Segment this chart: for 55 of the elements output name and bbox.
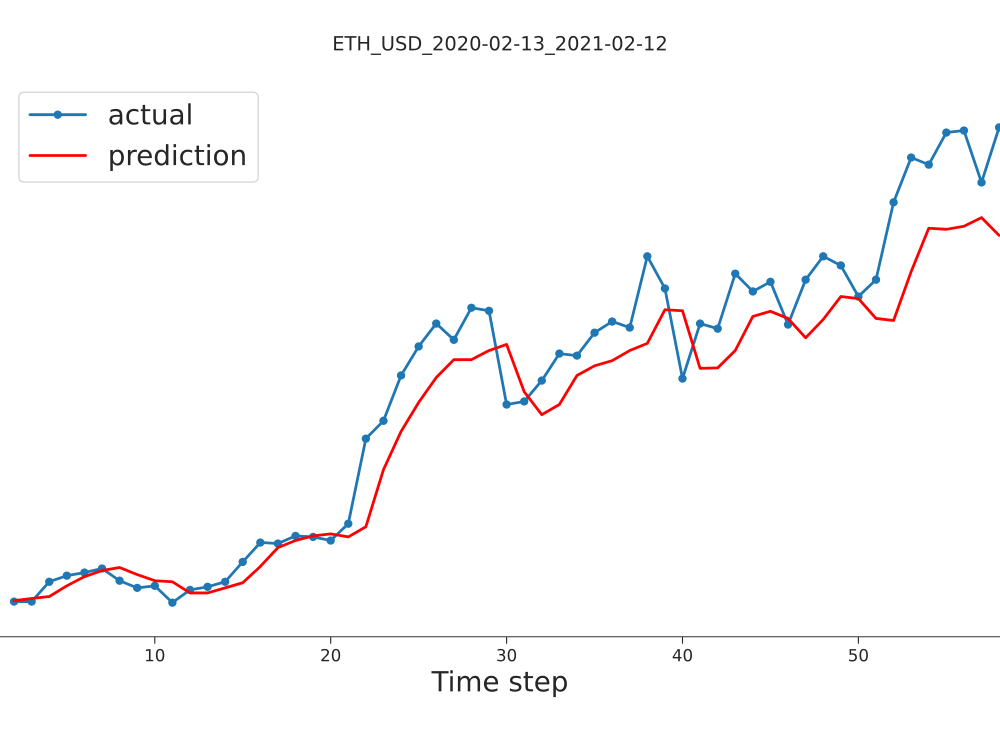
point — [414, 342, 423, 351]
point — [150, 582, 159, 590]
point — [203, 582, 212, 592]
point — [660, 284, 670, 293]
legend-label: prediction — [110, 144, 245, 171]
point — [714, 324, 722, 333]
point — [326, 536, 335, 545]
point — [872, 276, 880, 284]
point — [942, 128, 951, 137]
point — [362, 434, 370, 443]
point — [696, 319, 704, 328]
point — [678, 374, 687, 383]
point — [220, 578, 230, 586]
x-tick-label: 50 — [849, 648, 868, 662]
point — [344, 520, 352, 528]
point — [62, 571, 72, 580]
point — [590, 328, 599, 337]
point — [924, 160, 933, 169]
point — [643, 252, 652, 260]
x-tick-label: 10 — [146, 648, 164, 662]
x-tick-label: 40 — [672, 648, 692, 662]
point — [889, 198, 898, 206]
point — [977, 178, 986, 187]
point — [608, 317, 616, 326]
point — [450, 336, 458, 344]
x-tick-label: 20 — [321, 648, 340, 662]
point — [819, 252, 828, 260]
point — [555, 349, 564, 358]
point — [115, 576, 124, 585]
x-axis-title: Time step — [431, 670, 567, 698]
point — [731, 269, 740, 278]
point — [801, 276, 810, 284]
point — [960, 126, 968, 135]
point — [379, 416, 388, 425]
x-tick-label: 30 — [497, 648, 516, 662]
point — [133, 584, 142, 592]
point — [907, 153, 916, 162]
point — [626, 323, 634, 332]
legend-label: actual — [109, 103, 191, 125]
point — [256, 538, 264, 547]
point — [168, 598, 177, 607]
point — [538, 376, 546, 385]
point — [572, 351, 582, 360]
point — [238, 558, 247, 566]
point — [836, 261, 845, 270]
point — [520, 397, 528, 406]
chart-title: ETH_USD_2020-02-13_2021-02-12 — [334, 36, 666, 55]
point — [502, 400, 511, 409]
point — [45, 578, 54, 586]
point — [484, 306, 494, 315]
point — [766, 278, 775, 286]
point — [432, 319, 440, 328]
point — [467, 304, 476, 312]
point — [748, 287, 758, 296]
point — [396, 371, 406, 380]
